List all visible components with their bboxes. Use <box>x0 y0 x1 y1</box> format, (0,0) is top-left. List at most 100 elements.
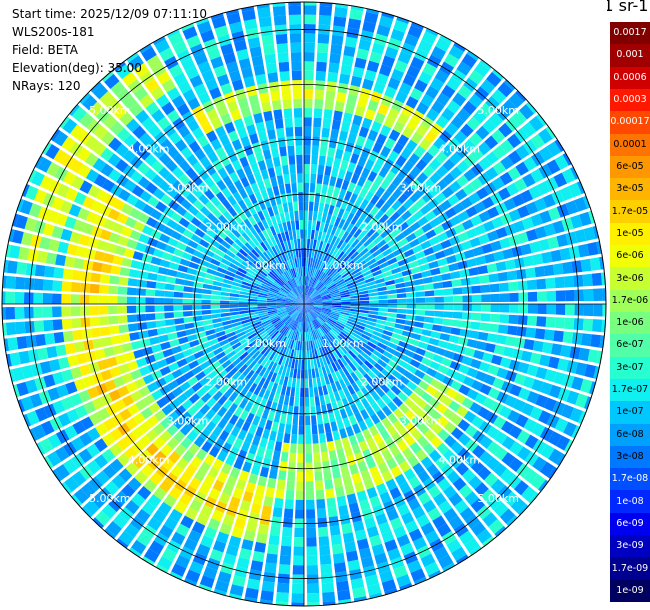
range-gate-cell <box>312 306 323 310</box>
range-gate-cell <box>539 426 554 442</box>
range-gate-cell <box>241 319 251 325</box>
range-gate-cell <box>422 178 435 191</box>
range-gate-cell <box>296 378 301 388</box>
range-gate-cell <box>252 551 265 563</box>
range-gate-cell <box>354 105 366 117</box>
range-gate-cell <box>423 247 435 256</box>
range-gate-cell <box>477 466 492 481</box>
range-gate-cell <box>60 228 73 242</box>
range-gate-cell <box>209 223 220 234</box>
range-gate-cell <box>326 383 333 394</box>
range-gate-cell <box>69 231 82 244</box>
range-gate-cell <box>482 397 496 410</box>
range-gate-cell <box>357 460 368 473</box>
range-gate-cell <box>318 286 327 293</box>
range-gate-cell <box>406 118 420 131</box>
range-gate-cell <box>347 559 361 571</box>
range-ring-label: 5.00km <box>477 492 519 505</box>
range-gate-cell <box>162 226 174 237</box>
range-gate-cell <box>304 163 310 174</box>
range-gate-cell <box>392 396 404 408</box>
range-gate-cell <box>169 571 183 580</box>
range-gate-cell <box>260 590 274 602</box>
range-gate-cell <box>461 397 474 410</box>
range-gate-cell <box>382 270 393 278</box>
range-gate-cell <box>405 286 416 293</box>
range-gate-cell <box>229 496 241 509</box>
range-gate-cell <box>249 226 258 237</box>
range-gate-cell <box>231 258 241 267</box>
range-gate-cell <box>411 428 423 441</box>
range-gate-cell <box>298 304 304 313</box>
range-gate-cell <box>353 184 363 196</box>
range-gate-cell <box>488 519 504 535</box>
range-gate-cell <box>272 5 286 17</box>
range-gate-cell <box>320 563 333 575</box>
range-gate-cell <box>318 15 332 26</box>
range-gate-cell <box>219 134 231 146</box>
range-gate-cell <box>273 332 281 341</box>
range-gate-cell <box>506 270 518 281</box>
range-gate-cell <box>368 261 379 270</box>
range-gate-cell <box>353 345 363 354</box>
range-gate-cell <box>323 222 330 233</box>
range-gate-cell <box>314 367 320 378</box>
range-gate-cell <box>474 392 487 405</box>
range-gate-cell <box>337 589 351 601</box>
range-gate-cell <box>416 545 432 559</box>
range-gate-cell <box>353 596 367 602</box>
range-gate-cell <box>304 304 309 313</box>
range-gate-cell <box>323 277 332 286</box>
range-gate-cell <box>235 417 245 429</box>
range-gate-cell <box>337 282 347 289</box>
range-gate-cell <box>444 122 459 136</box>
range-gate-cell <box>299 285 302 295</box>
range-gate-cell <box>328 285 338 292</box>
colorbar-segment <box>610 490 650 514</box>
range-gate-cell <box>343 45 356 57</box>
range-gate-cell <box>596 241 602 255</box>
range-gate-cell <box>295 321 300 332</box>
range-gate-cell <box>483 220 495 232</box>
range-gate-cell <box>240 287 250 293</box>
range-gate-cell <box>288 319 295 329</box>
range-gate-cell <box>442 318 453 326</box>
range-gate-cell <box>241 260 251 269</box>
range-gate-cell <box>399 414 411 427</box>
range-gate-cell <box>304 304 310 312</box>
range-gate-cell <box>336 448 346 459</box>
range-gate-cell <box>439 265 450 274</box>
range-gate-cell <box>159 366 171 377</box>
range-gate-cell <box>180 437 193 450</box>
range-gate-cell <box>223 346 234 355</box>
range-gate-cell <box>109 427 123 442</box>
range-gate-cell <box>193 469 206 482</box>
range-gate-cell <box>270 90 281 102</box>
range-gate-cell <box>262 428 271 440</box>
range-gate-cell <box>397 298 407 304</box>
range-gate-cell <box>305 443 312 454</box>
range-gate-cell <box>307 359 311 370</box>
range-gate-cell <box>554 139 564 152</box>
range-gate-cell <box>238 210 248 221</box>
range-gate-cell <box>545 126 556 139</box>
range-gate-cell <box>176 358 188 368</box>
range-gate-cell <box>354 326 364 334</box>
range-gate-cell <box>100 326 111 337</box>
range-gate-cell <box>146 280 157 289</box>
range-gate-cell <box>220 308 230 313</box>
range-gate-cell <box>352 423 361 435</box>
range-gate-cell <box>428 397 440 409</box>
range-gate-cell <box>378 521 391 535</box>
range-gate-cell <box>470 460 485 474</box>
range-gate-cell <box>298 322 302 332</box>
range-gate-cell <box>163 516 178 531</box>
range-gate-cell <box>349 568 363 581</box>
range-gate-cell <box>461 286 472 295</box>
range-gate-cell <box>325 320 335 328</box>
range-gate-cell <box>249 133 259 145</box>
range-gate-cell <box>457 260 468 270</box>
range-gate-cell <box>220 462 232 475</box>
range-gate-cell <box>147 328 158 337</box>
range-gate-cell <box>292 574 304 585</box>
